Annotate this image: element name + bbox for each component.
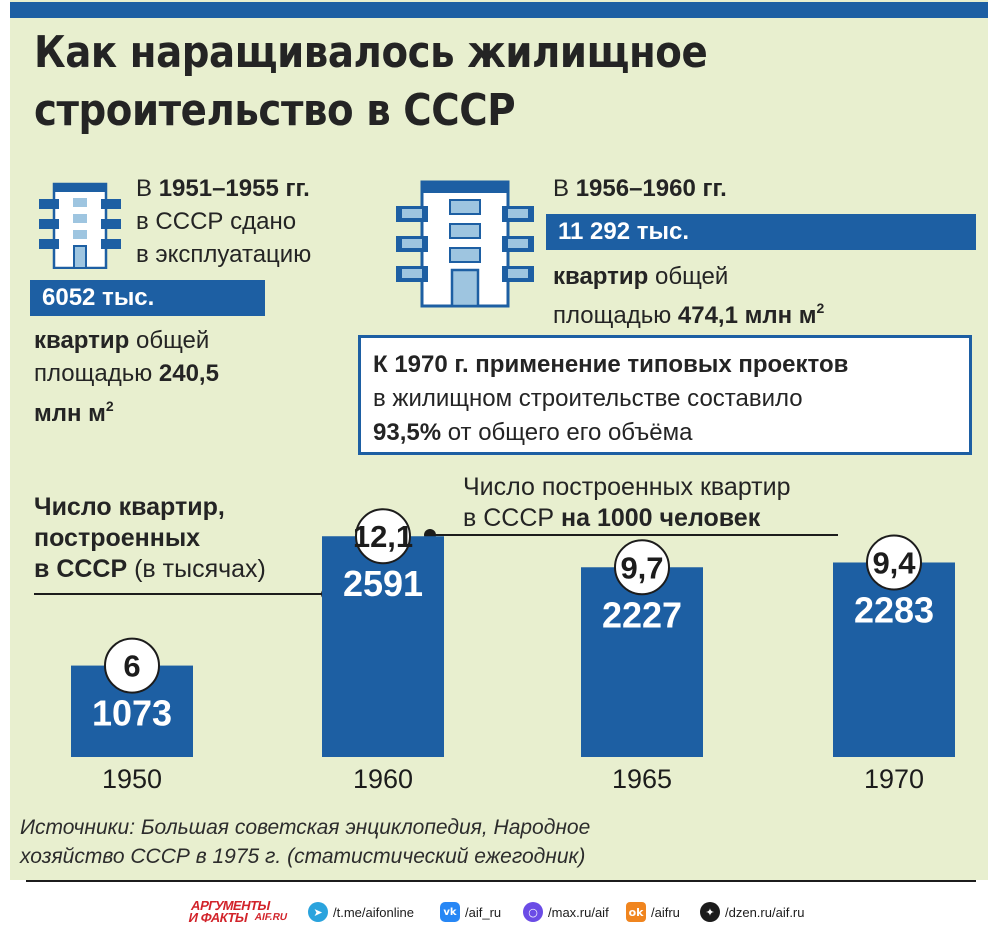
bars-legend-line-3-rest: (в тысячах) bbox=[127, 555, 266, 583]
circles-legend-line-2: в СССР на 1000 человек bbox=[463, 503, 791, 534]
period-1951-area-value: 240,5 bbox=[158, 360, 219, 387]
per-1000-label-1960: 12,1 bbox=[353, 519, 413, 554]
period-1951-heading: В 1951–1955 гг. bbox=[136, 174, 310, 203]
per-1000-label-1965: 9,7 bbox=[620, 550, 663, 585]
social-link-label: /t.me/aifonline bbox=[333, 904, 414, 920]
period-1951-apartments-word: квартир bbox=[34, 327, 130, 354]
per-1000-label-1950: 6 bbox=[123, 649, 140, 684]
bar-value-label-1965: 2227 bbox=[602, 594, 682, 635]
year-label-1965: 1965 bbox=[612, 764, 672, 794]
period-1956-text-1: квартир общей bbox=[553, 262, 728, 291]
social-link-label: /aif_ru bbox=[465, 904, 502, 920]
per-1000-circle-1965 bbox=[614, 539, 670, 596]
standard-projects-callout: К 1970 г. применение типовых проектов в … bbox=[358, 335, 972, 455]
social-link-label: /dzen.ru/aif.ru bbox=[725, 904, 805, 920]
period-1956-area-unit-sup: 2 bbox=[816, 300, 825, 316]
bar-value-label-1960: 2591 bbox=[343, 563, 423, 604]
callout-percent: 93,5% bbox=[373, 419, 442, 446]
callout-line-1-text: К 1970 г. применение типовых проектов bbox=[373, 351, 849, 378]
bars-legend-line-1: Число квартир, bbox=[34, 493, 225, 521]
telegram-icon: ➤ bbox=[308, 902, 328, 922]
period-1951-area-prefix: площадью bbox=[34, 360, 159, 387]
period-1956-area-value: 474,1 млн м bbox=[677, 302, 817, 329]
period-1956-heading: В 1956–1960 гг. bbox=[553, 174, 727, 203]
per-1000-label-1970: 9,4 bbox=[872, 545, 916, 580]
period-1951-prefix: В bbox=[136, 175, 159, 202]
bars-legend-line-3: в СССР (в тысячах) bbox=[34, 554, 266, 585]
period-1951-apartments-band: 6052 тыс. bbox=[30, 280, 265, 316]
circles-legend-line-2-bold: на 1000 человек bbox=[561, 504, 761, 532]
period-1951-area-unit-sup: 2 bbox=[105, 398, 114, 414]
period-1951-text-2: в эксплуатацию bbox=[136, 241, 312, 268]
odnoklassniki-icon: ok bbox=[626, 902, 646, 922]
period-1956-apartments-word: квартир bbox=[553, 263, 649, 290]
period-1956-prefix: В bbox=[553, 175, 576, 202]
social-link-max[interactable]: ○ /max.ru/aif bbox=[523, 901, 609, 923]
social-link-odnoklassniki[interactable]: ok /aifru bbox=[626, 901, 680, 923]
callout-line-2: в жилищном строительстве составило bbox=[373, 385, 803, 412]
social-link-telegram[interactable]: ➤ /t.me/aifonline bbox=[308, 901, 414, 923]
footer-divider bbox=[26, 880, 976, 882]
bar-value-label-1950: 1073 bbox=[92, 693, 172, 734]
social-link-vk[interactable]: vk /aif_ru bbox=[440, 901, 501, 923]
bars-legend-line-3-bold: в СССР bbox=[34, 555, 128, 583]
circles-legend-line-1: Число построенных квартир bbox=[463, 473, 791, 501]
bar-value-label-1970: 2283 bbox=[854, 589, 934, 630]
vk-icon: vk bbox=[440, 902, 460, 922]
top-accent-bar bbox=[10, 2, 988, 18]
circles-legend-line-2-prefix: в СССР bbox=[463, 504, 562, 532]
year-label-1950: 1950 bbox=[102, 764, 162, 794]
source-line-2: хозяйство СССР в 1975 г. (статистический… bbox=[20, 845, 586, 868]
per-1000-circle-1950 bbox=[104, 637, 160, 694]
footer: АРГУМЕНТЫ И ФАКТЫ AIF.RU ➤ /t.me/aifonli… bbox=[0, 898, 1000, 928]
callout-line-1: К 1970 г. применение типовых проектов bbox=[373, 350, 848, 379]
bar-1960 bbox=[322, 536, 444, 757]
page-title: Как наращивалось жилищное строительство … bbox=[34, 24, 826, 140]
bars-legend: Число квартир, построенных в СССР (в тыс… bbox=[34, 492, 266, 585]
per-1000-circle-1970 bbox=[866, 534, 922, 591]
year-label-1960: 1960 bbox=[353, 764, 413, 794]
period-1956-area-prefix: площадью bbox=[553, 302, 678, 329]
circles-legend: Число построенных квартир в СССР на 1000… bbox=[463, 472, 791, 534]
source-line-1: Источники: Большая советская энциклопеди… bbox=[20, 816, 591, 839]
title-line-2: строительство в СССР bbox=[34, 85, 516, 136]
source-note: Источники: Большая советская энциклопеди… bbox=[20, 813, 590, 871]
max-icon: ○ bbox=[523, 902, 543, 922]
callout-line-3-rest: от общего его объёма bbox=[441, 419, 693, 446]
period-1951-area-word: общей bbox=[129, 327, 210, 354]
bars-legend-line-2: построенных bbox=[34, 524, 201, 552]
period-1951-years: 1951–1955 гг. bbox=[158, 175, 310, 202]
logo-line-3: AIF.RU bbox=[253, 912, 289, 923]
period-1951-text-4: площадью 240,5 bbox=[34, 359, 219, 388]
social-link-label: /max.ru/aif bbox=[548, 904, 609, 920]
aif-logo[interactable]: АРГУМЕНТЫ И ФАКТЫ AIF.RU bbox=[187, 898, 297, 925]
period-1951-area-unit: млн м bbox=[34, 400, 106, 427]
period-1951-text-3: квартир общей bbox=[34, 326, 209, 355]
dzen-icon: ✦ bbox=[700, 902, 720, 922]
bar-1970 bbox=[833, 562, 955, 757]
apartment-building-icon-large bbox=[396, 180, 534, 308]
year-label-1970: 1970 bbox=[864, 764, 924, 794]
title-line-1: Как наращивалось жилищное bbox=[34, 27, 708, 78]
per-1000-circle-1960 bbox=[355, 508, 411, 565]
period-1956-area-word: общей bbox=[648, 263, 729, 290]
period-1956-years: 1956–1960 гг. bbox=[575, 175, 727, 202]
callout-line-3: 93,5% от общего его объёма bbox=[373, 418, 692, 447]
social-link-dzen[interactable]: ✦ /dzen.ru/aif.ru bbox=[700, 901, 805, 923]
logo-line-2: И ФАКТЫ bbox=[187, 910, 249, 925]
social-link-label: /aifru bbox=[651, 904, 680, 920]
period-1956-apartments-band: 11 292 тыс. bbox=[546, 214, 976, 250]
period-1951-text-5: млн м2 bbox=[34, 392, 114, 428]
period-1956-text-2: площадью 474,1 млн м2 bbox=[553, 294, 824, 330]
bar-1965 bbox=[581, 567, 703, 757]
apartment-building-icon bbox=[39, 182, 121, 269]
period-1951-text-1: в СССР сдано bbox=[136, 208, 297, 235]
